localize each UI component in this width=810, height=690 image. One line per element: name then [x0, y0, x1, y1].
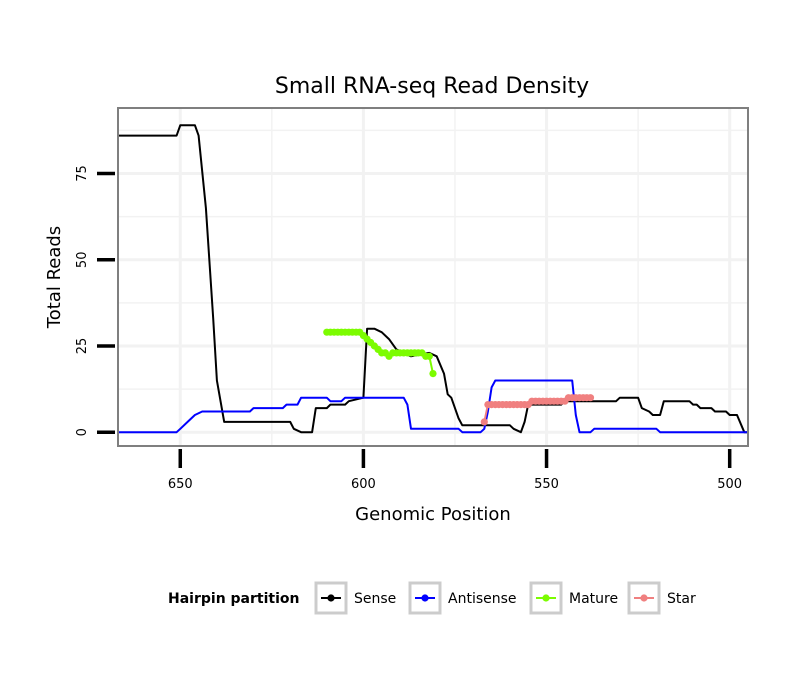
- y-tick-label: 25: [75, 338, 90, 355]
- x-tick-label: 550: [534, 477, 559, 492]
- axes: 650 600 550 500 0 25 50 75: [75, 165, 742, 492]
- y-axis-title: Total Reads: [44, 226, 65, 329]
- plot-background: [118, 108, 748, 446]
- series-layer: [117, 124, 748, 434]
- legend-label-star: Star: [667, 591, 696, 607]
- y-tick-label: 75: [75, 165, 90, 182]
- series-line-antisense: [118, 379, 748, 434]
- data-point-star: [586, 394, 595, 402]
- data-point-star: [480, 418, 488, 426]
- x-tick-label: 600: [351, 477, 376, 492]
- chart-title: Small RNA-seq Read Density: [275, 74, 589, 99]
- legend-key-point-antisense: [421, 594, 429, 602]
- grid-lines: [118, 108, 748, 446]
- legend-label-antisense: Antisense: [448, 591, 517, 607]
- legend: Hairpin partition Sense Antisense Mature St…: [168, 581, 696, 615]
- plot-border: [117, 107, 749, 447]
- data-point-mature: [425, 352, 433, 360]
- legend-title: Hairpin partition: [168, 591, 299, 607]
- legend-label-mature: Mature: [569, 591, 618, 607]
- y-tick-label: 50: [75, 252, 90, 269]
- legend-key-point-sense: [327, 594, 335, 602]
- legend-label-sense: Sense: [354, 591, 396, 607]
- y-tick-label: 0: [75, 428, 90, 436]
- x-tick-label: 500: [717, 477, 742, 492]
- data-point-mature: [429, 370, 437, 378]
- legend-key-point-mature: [542, 594, 550, 602]
- x-tick-label: 650: [168, 477, 193, 492]
- series-line-sense: [117, 124, 748, 434]
- x-axis-title: Genomic Position: [355, 504, 511, 525]
- legend-key-point-star: [640, 594, 648, 602]
